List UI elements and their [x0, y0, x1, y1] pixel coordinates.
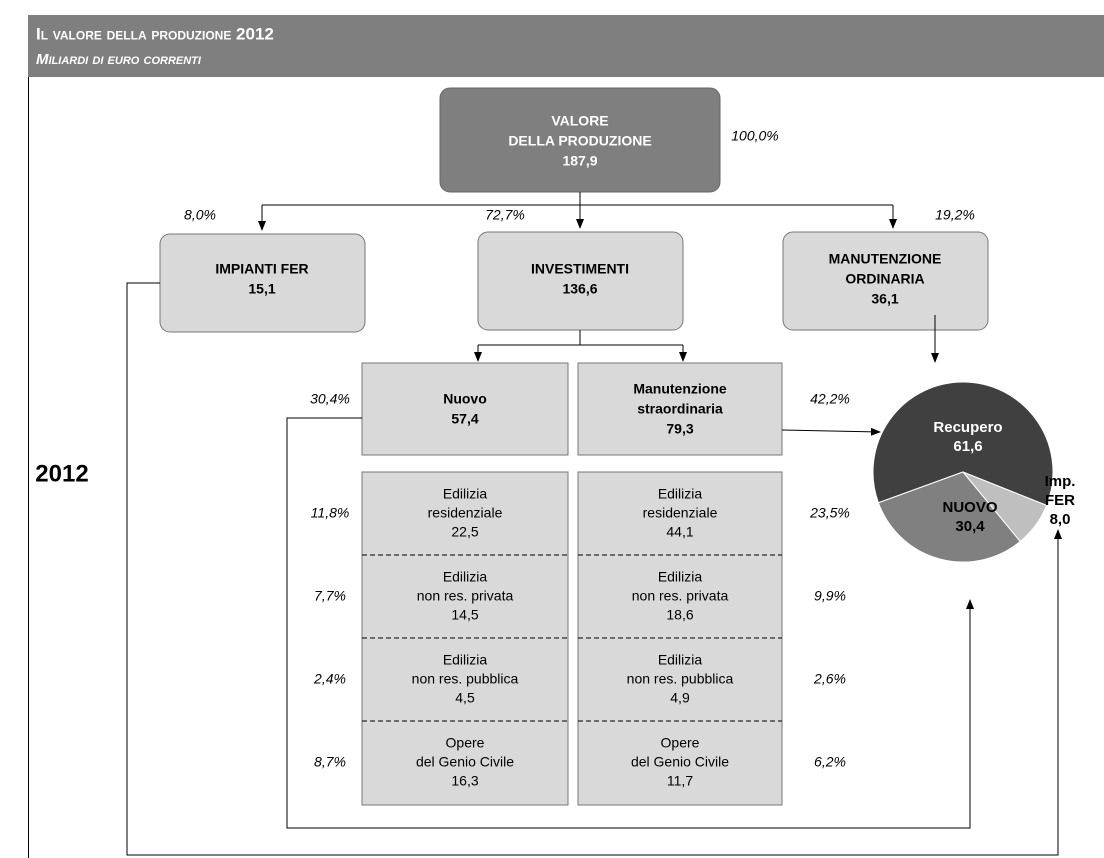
pie-slice [872, 381, 1054, 507]
share: 72,7% [485, 207, 525, 223]
share: 2,4% [313, 671, 346, 687]
pie-label: Imp. [1045, 473, 1076, 490]
item-value: 16,3 [451, 773, 478, 789]
box-line: IMPIANTI FER [215, 261, 308, 277]
share: 30,4% [310, 391, 350, 407]
share: 6,2% [814, 754, 846, 770]
item-line: Edilizia [443, 652, 488, 668]
pie-label: Recupero [933, 419, 1002, 436]
item-value: 14,5 [451, 607, 478, 623]
item-line: Edilizia [443, 486, 488, 502]
share: 8,7% [314, 754, 346, 770]
box-line: INVESTIMENTI [531, 261, 629, 277]
box-nuovo [361, 362, 569, 456]
pie-label: FER [1045, 492, 1075, 509]
box-line: straordinaria [637, 401, 723, 417]
box-manutenzione [782, 231, 989, 331]
box-line: VALORE [551, 113, 608, 129]
box-value: 57,4 [451, 411, 478, 427]
item-line: non res. pubblica [412, 671, 519, 687]
box-line: ORDINARIA [845, 271, 924, 287]
box-value: 36,1 [871, 291, 898, 307]
share: 100,0% [731, 128, 778, 144]
item-line: Edilizia [658, 652, 703, 668]
box-straordinaria [577, 362, 783, 456]
item-line: non res. privata [632, 588, 729, 604]
box-value: 136,6 [562, 281, 597, 297]
box-line: Manutenzione [633, 381, 727, 397]
share: 11,8% [311, 505, 350, 521]
item-value: 4,5 [455, 690, 475, 706]
title: Il valore della produzione 2012 [36, 24, 274, 43]
item-line: del Genio Civile [416, 754, 514, 770]
item-line: Edilizia [658, 486, 703, 502]
pie-value: 30,4 [955, 518, 985, 535]
box-line: MANUTENZIONE [829, 251, 942, 267]
item-value: 4,9 [670, 690, 690, 706]
item-line: Edilizia [658, 569, 703, 585]
item-line: residenziale [428, 505, 503, 521]
year: 2012 [35, 460, 88, 487]
pie-value: 8,0 [1050, 511, 1071, 528]
share: 42,2% [810, 391, 850, 407]
box-value: 15,1 [248, 281, 275, 297]
pie: Recupero 61,6 Imp. FER 8,0 NUOVO 30,4 [872, 381, 1076, 563]
connectors [126, 192, 1062, 856]
box-line: DELLA PRODUZIONE [508, 133, 651, 149]
item-value: 18,6 [666, 607, 693, 623]
item-line: del Genio Civile [631, 754, 729, 770]
share: 19,2% [935, 207, 975, 223]
item-value: 11,7 [667, 773, 693, 789]
item-value: 22,5 [451, 524, 478, 540]
share: 7,7% [314, 588, 346, 604]
item-line: residenziale [643, 505, 718, 521]
pie-value: 61,6 [953, 438, 982, 455]
box-value: 79,3 [666, 421, 693, 437]
box-line: Nuovo [443, 391, 487, 407]
share: 8,0% [184, 207, 216, 223]
pie-label: NUOVO [942, 499, 997, 516]
share: 2,6% [813, 671, 846, 687]
box-value: 187,9 [562, 153, 597, 169]
item-line: non res. pubblica [627, 671, 734, 687]
share: 9,9% [814, 588, 846, 604]
pie-slice [877, 471, 1021, 563]
share: 23,5% [809, 505, 850, 521]
item-line: Opere [446, 735, 485, 751]
item-value: 44,1 [666, 524, 693, 540]
item-line: Opere [661, 735, 700, 751]
header-bar [28, 15, 1104, 77]
item-line: non res. privata [417, 588, 514, 604]
dividers [362, 554, 782, 722]
item-line: Edilizia [443, 569, 488, 585]
subtitle: Miliardi di euro correnti [36, 51, 202, 68]
